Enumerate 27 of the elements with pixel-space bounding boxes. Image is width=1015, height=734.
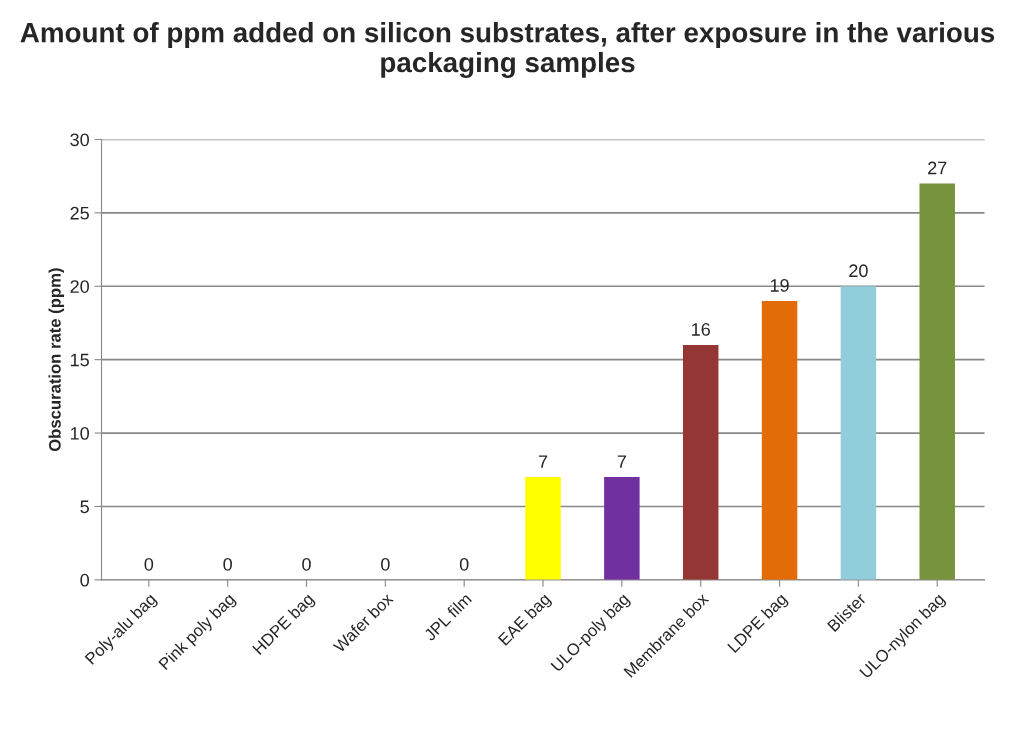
data-label: 0 [223,557,232,571]
y-tick-label: 5 [80,500,89,514]
data-label: 27 [928,161,947,175]
x-tick-label: JPL film [422,592,473,642]
y-axis-title: Obscuration rate (ppm) [48,268,65,452]
y-tick-label: 0 [80,573,89,587]
data-label: 20 [849,264,868,278]
data-label: 7 [538,455,548,468]
bar [761,300,798,580]
data-label: 19 [770,279,789,292]
bar [919,183,955,580]
y-tick-label: 10 [70,426,89,440]
data-label: 0 [144,557,154,571]
y-tick-label: 30 [70,133,89,147]
data-label: 7 [617,455,626,468]
y-tick-label: 20 [70,280,89,293]
data-label: 0 [459,557,469,571]
bar [682,344,719,580]
data-label: 0 [302,557,311,571]
y-tick-label: 15 [70,353,89,367]
data-label: 0 [381,557,390,571]
bar [525,477,561,580]
chart-title: Amount of ppm added on silicon substrates, after exposure in the various packaging samples [20,22,995,78]
data-label: 16 [692,323,710,336]
y-tick-label: 25 [70,206,89,220]
bar [604,477,640,580]
bar [840,286,877,580]
